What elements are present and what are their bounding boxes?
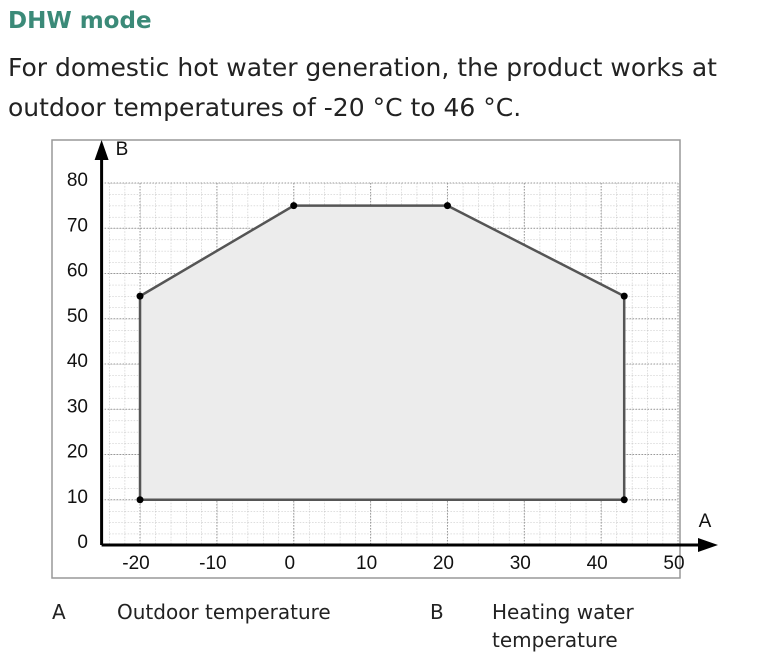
vertex: [136, 496, 144, 504]
paragraph: For domestic hot water generation, the p…: [8, 53, 717, 122]
x-axis-arrow: [698, 538, 718, 552]
x-tick-label: -10: [199, 553, 226, 574]
x-axis-label: A: [699, 511, 712, 532]
vertex: [443, 202, 451, 210]
vertex: [136, 292, 144, 300]
y-tick-label: 80: [67, 170, 88, 191]
y-axis-label: B: [116, 139, 129, 160]
key-letter: A: [52, 600, 66, 624]
x-tick-label: 30: [510, 553, 531, 574]
chart: 0 10 20 30 40 50 60 70 80 -20 -10 0 10 20 30 40 50 A B: [51, 139, 718, 579]
x-tick-label: -20: [122, 553, 149, 574]
y-tick-label: 40: [67, 351, 88, 372]
y-axis-arrow: [94, 140, 109, 160]
vertex: [290, 202, 298, 210]
y-tick-label: 0: [77, 532, 88, 553]
y-tick-label: 10: [67, 487, 88, 508]
key-label: Heating water temperature: [492, 600, 634, 652]
vertex: [620, 292, 628, 300]
x-tick-label: 0: [284, 553, 295, 574]
x-tick-label: 10: [356, 553, 377, 574]
key-label: Outdoor temperature: [117, 600, 331, 624]
x-tick-label: 20: [433, 553, 454, 574]
y-tick-label: 20: [67, 442, 88, 463]
vertex: [620, 496, 628, 504]
x-tick-label: 40: [587, 553, 608, 574]
y-tick-label: 70: [67, 215, 88, 236]
key-letter: B: [430, 600, 444, 624]
heading: DHW mode: [8, 8, 152, 34]
y-tick-label: 30: [67, 396, 88, 417]
x-tick-label: 50: [663, 553, 684, 574]
y-tick-label: 60: [67, 261, 88, 282]
y-tick-label: 50: [67, 306, 88, 327]
